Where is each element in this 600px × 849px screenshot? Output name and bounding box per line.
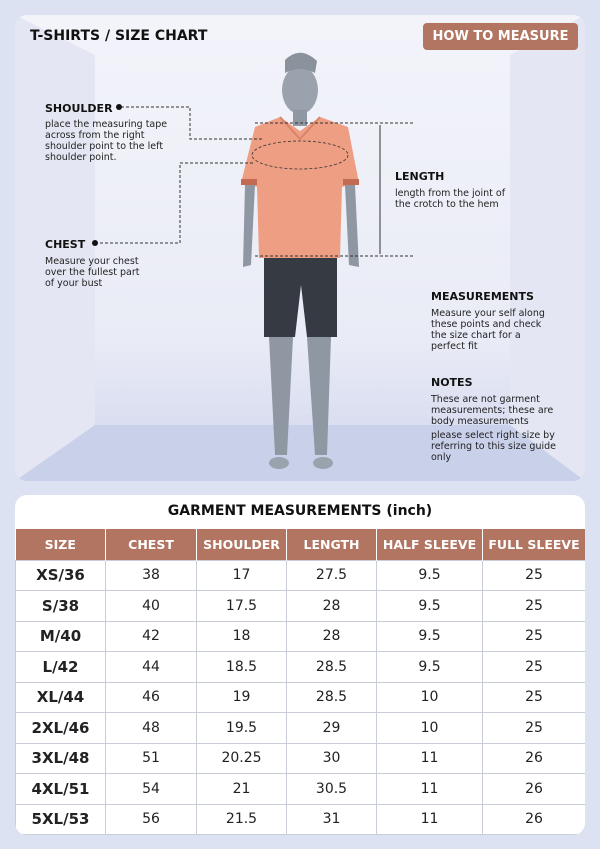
- value-cell: 25: [482, 712, 585, 744]
- value-cell: 10: [376, 712, 483, 744]
- value-cell: 19.5: [196, 712, 287, 744]
- notes-title: NOTES: [431, 376, 473, 389]
- shoulder-text: place the measuring tape across from the…: [45, 119, 168, 163]
- value-cell: 31: [286, 803, 377, 835]
- size-cell: 5XL/53: [15, 803, 106, 835]
- wall-right: [510, 15, 585, 481]
- size-cell: XS/36: [15, 559, 106, 591]
- value-cell: 9.5: [376, 590, 483, 622]
- size-cell: XL/44: [15, 681, 106, 713]
- value-cell: 56: [105, 803, 197, 835]
- measure-card: [15, 15, 585, 481]
- value-cell: 26: [482, 803, 585, 835]
- table-row: XL/44 46 19 28.5 10 25: [15, 681, 585, 713]
- value-cell: 17: [196, 559, 287, 591]
- value-cell: 9.5: [376, 620, 483, 652]
- value-cell: 30: [286, 742, 377, 774]
- table-row: M/40 42 18 28 9.5 25: [15, 620, 585, 652]
- measurements-title: MEASUREMENTS: [431, 290, 534, 303]
- value-cell: 18: [196, 620, 287, 652]
- value-cell: 46: [105, 681, 197, 713]
- table-row: 5XL/53 56 21.5 31 11 26: [15, 803, 585, 835]
- value-cell: 25: [482, 651, 585, 683]
- size-cell: L/42: [15, 651, 106, 683]
- value-cell: 28: [286, 590, 377, 622]
- guides: [95, 106, 415, 257]
- value-cell: 9.5: [376, 559, 483, 591]
- notes-text: These are not garment measurements; thes…: [431, 394, 554, 427]
- table-row: 2XL/46 48 19.5 29 10 25: [15, 712, 585, 744]
- value-cell: 19: [196, 681, 287, 713]
- value-cell: 25: [482, 559, 585, 591]
- measurements-text: Measure your self along these points and…: [431, 308, 545, 352]
- value-cell: 28.5: [286, 651, 377, 683]
- size-cell: 2XL/46: [15, 712, 106, 744]
- value-cell: 9.5: [376, 651, 483, 683]
- value-cell: 21.5: [196, 803, 287, 835]
- shoulder-title: SHOULDER: [45, 102, 113, 115]
- value-cell: 26: [482, 742, 585, 774]
- value-cell: 20.25: [196, 742, 287, 774]
- value-cell: 27.5: [286, 559, 377, 591]
- value-cell: 30.5: [286, 773, 377, 805]
- length-text: length from the joint of the crotch to t…: [395, 188, 506, 210]
- table-row: 3XL/48 51 20.25 30 11 26: [15, 742, 585, 774]
- value-cell: 44: [105, 651, 197, 683]
- size-cell: 3XL/48: [15, 742, 106, 774]
- column-header: SIZE: [15, 529, 106, 560]
- column-header: FULL SLEEVE: [482, 529, 585, 560]
- header-row: SIZE CHEST SHOULDER LENGTH HALF SLEEVE FULL S…: [15, 529, 585, 560]
- value-cell: 18.5: [196, 651, 287, 683]
- floor: [15, 425, 585, 481]
- value-cell: 51: [105, 742, 197, 774]
- value-cell: 11: [376, 773, 483, 805]
- value-cell: 40: [105, 590, 197, 622]
- value-cell: 25: [482, 590, 585, 622]
- notes-text: please select right size by referring to…: [431, 430, 557, 463]
- chest-title: CHEST: [45, 238, 86, 251]
- table-title: GARMENT MEASUREMENTS (inch): [167, 503, 433, 519]
- value-cell: 28.5: [286, 681, 377, 713]
- size-cell: 4XL/51: [15, 773, 106, 805]
- value-cell: 26: [482, 773, 585, 805]
- table-row: S/38 40 17.5 28 9.5 25: [15, 590, 585, 622]
- value-cell: 25: [482, 681, 585, 713]
- column-header: LENGTH: [286, 529, 377, 560]
- chest-text: Measure your chest over the fullest part…: [45, 256, 140, 289]
- value-cell: 21: [196, 773, 287, 805]
- column-header: CHEST: [105, 529, 197, 560]
- value-cell: 17.5: [196, 590, 287, 622]
- value-cell: 11: [376, 803, 483, 835]
- value-cell: 48: [105, 712, 197, 744]
- value-cell: 25: [482, 620, 585, 652]
- scene: [15, 15, 585, 481]
- length-title: LENGTH: [395, 170, 445, 183]
- value-cell: 29: [286, 712, 377, 744]
- table-row: 4XL/51 54 21 30.5 11 26: [15, 773, 585, 805]
- table-body: XS/36 38 17 27.5 9.5 25 S/38 40 17.5 28 9.5 25 M/40 4…: [15, 559, 585, 835]
- how-to-measure-button[interactable]: HOW TO MEASURE: [423, 23, 578, 50]
- size-cell: S/38: [15, 590, 106, 622]
- column-header: HALF SLEEVE: [376, 529, 483, 560]
- value-cell: 54: [105, 773, 197, 805]
- table-row: L/42 44 18.5 28.5 9.5 25: [15, 651, 585, 683]
- value-cell: 28: [286, 620, 377, 652]
- mannequin: [241, 52, 359, 469]
- size-table: SIZE CHEST SHOULDER LENGTH HALF SLEEVE FULL S…: [15, 529, 585, 835]
- value-cell: 11: [376, 742, 483, 774]
- column-header: SHOULDER: [196, 529, 287, 560]
- bullet: [92, 240, 98, 246]
- table-row: XS/36 38 17 27.5 9.5 25: [15, 559, 585, 591]
- value-cell: 10: [376, 681, 483, 713]
- wall-left: [15, 15, 95, 481]
- bullet: [116, 104, 122, 110]
- value-cell: 42: [105, 620, 197, 652]
- size-table-card: GARMENT MEASUREMENTS (inch) SIZE CHEST SHO…: [15, 495, 585, 835]
- size-cell: M/40: [15, 620, 106, 652]
- value-cell: 38: [105, 559, 197, 591]
- page-title: T-SHIRTS / SIZE CHART: [30, 28, 208, 44]
